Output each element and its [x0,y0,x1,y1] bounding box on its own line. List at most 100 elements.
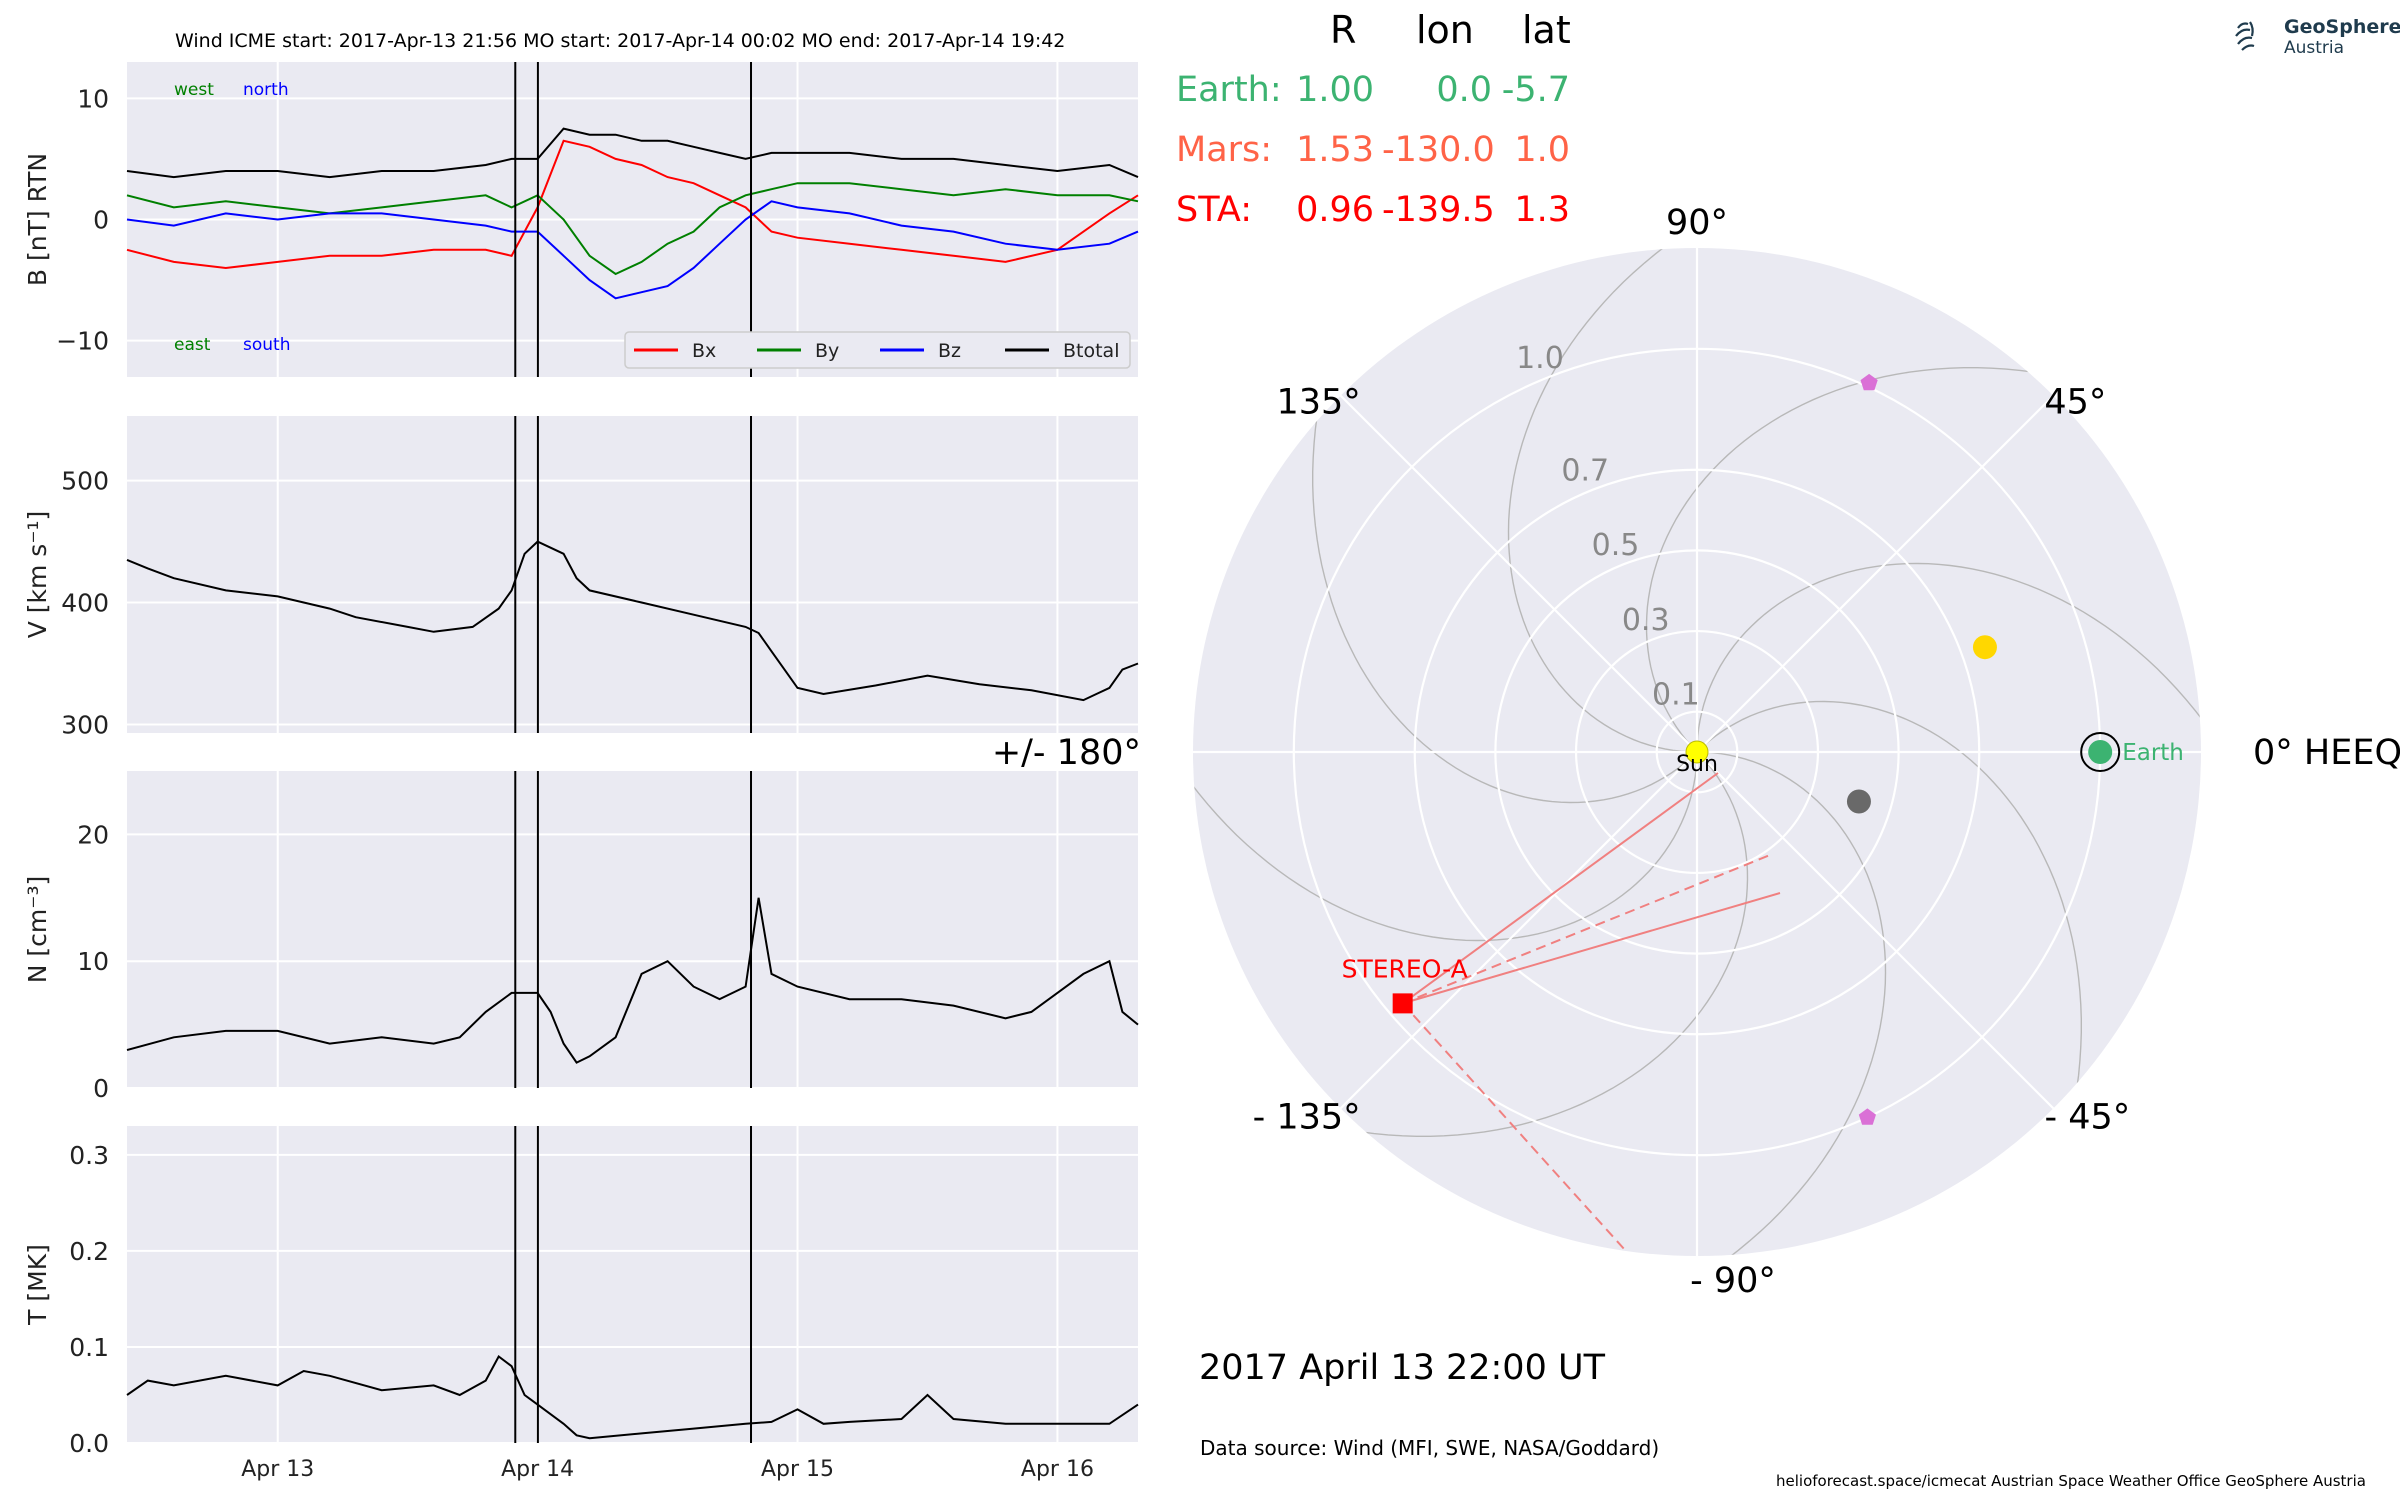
xtick-label: Apr 14 [501,1457,574,1482]
ytick-label: 20 [77,820,109,849]
geosphere-logo-svg [2235,21,2255,51]
ytick-label: 300 [61,710,109,739]
angle-label: 45° [2044,383,2106,423]
table-header-lon: lon [1416,8,1474,52]
psp-marker [1972,635,1997,660]
ytick-label: 0.3 [69,1141,109,1170]
annotation-west: west [174,80,214,100]
table-lat-1: 1.0 [1514,130,1570,170]
angular-gridline [1339,394,1698,753]
angle-label: - 90° [1690,1261,1776,1301]
legend-box [624,331,1131,369]
table-header-lat: lat [1522,8,1571,52]
panel-magnetic-field: 10 0 −10 B [nT] RTN [23,62,1139,377]
polar-plot: 0.1 0.3 0.5 0.7 1.0 0° HEEQ 45° 90° 135° +/- 180°… [992,203,2400,1301]
bepi-marker [1860,373,1878,391]
panel-density: 20 10 0 N [cm⁻³] [23,771,1139,1103]
ytick-label: 0 [93,206,109,235]
table-lat-0: -5.7 [1501,70,1570,110]
radial-tick-label: 1.0 [1516,341,1564,376]
ytick-label: 500 [61,467,109,496]
legend-label-btotal: Btotal [1063,340,1119,362]
table-name-1: Mars: [1176,130,1273,170]
angular-gridline [1339,751,1698,1110]
parker-spiral [1344,751,1749,1138]
parker-spiral [1696,700,2083,1105]
series-line-speed [126,540,1139,702]
ytick-label: 10 [77,84,109,113]
annotation-south: south [243,335,290,355]
credits: helioforecast.space/icmecat Austrian Spa… [1776,1472,2366,1490]
ytick-label: 0 [93,1074,109,1103]
data-source: Data source: Wind (MFI, SWE, NASA/Goddar… [1200,1436,1660,1460]
series-line-density [126,897,1139,1064]
fov-line-dashed [1401,1002,1626,1251]
radial-tick-label: 0.5 [1592,528,1640,563]
table-R-0: 1.00 [1296,70,1374,110]
logo-line2: Austria [2284,38,2345,58]
table-name-2: STA: [1176,190,1252,230]
angle-label: - 45° [2044,1097,2130,1137]
ylabel-speed: V [km s⁻¹] [23,511,52,639]
parker-spiral [1696,751,1887,1256]
angle-label: 0° HEEQ [2253,733,2400,773]
legend-label-bx: Bx [692,340,716,362]
radial-tick-label: 0.1 [1652,678,1700,713]
angular-gridline [1696,394,2055,753]
xtick-label: Apr 13 [241,1457,314,1482]
fov-line [1402,772,1719,1005]
ylabel-magnetic-field: B [nT] RTN [23,153,52,286]
stereo-fov-lines [1401,772,1781,1251]
annotation-east: east [174,335,211,355]
panel-background [127,416,1138,733]
geosphere-logo-icon [2232,14,2276,58]
earth-ring [2080,732,2121,772]
table-lon-0: 0.0 [1436,70,1492,110]
legend-label-by: By [815,340,839,362]
fov-line [1402,892,1781,1005]
series-line-bz [126,200,1139,300]
panel-speed: 500 400 300 V [km s⁻¹] [23,416,1139,739]
radial-tick-label: 0.7 [1561,453,1609,488]
sun-label: Sun [1676,752,1718,777]
angle-label: 135° [1276,383,1360,423]
angular-gridline [1696,751,2055,1110]
panel-background [127,1126,1138,1443]
radial-tick-label: 0.3 [1622,603,1670,638]
fov-line-dashed [1402,854,1771,1005]
ytick-label: −10 [56,327,109,356]
parker-spiral [1311,399,1698,804]
bepi-marker [1858,1108,1876,1125]
table-lon-2: -139.5 [1382,190,1495,230]
parker-spiral [1645,367,2050,753]
table-R-1: 1.53 [1296,130,1374,170]
parker-spiral [1193,751,1698,942]
table-lon-1: -130.0 [1382,130,1495,170]
table-name-0: Earth: [1176,70,1282,110]
xtick-label: Apr 15 [761,1457,834,1482]
series-line-btotal [126,127,1139,179]
angle-label: - 135° [1253,1097,1361,1137]
parker-spirals [1193,248,2201,1256]
annotation-north: north [243,80,289,100]
ytick-label: 400 [61,589,109,618]
stereo-a-label: STEREO-A [1342,954,1468,983]
date-label: 2017 April 13 22:00 UT [1199,1348,1605,1388]
ytick-label: 0.1 [69,1333,109,1362]
ylabel-density: N [cm⁻³] [23,876,52,983]
panel-temperature: 0.3 0.2 0.1 0.0 T [MK] [23,1126,1139,1458]
parker-spiral [1507,248,1698,753]
series-line-bx [126,139,1139,270]
xtick-label: Apr 16 [1021,1457,1094,1482]
ytick-label: 0.2 [69,1237,109,1266]
ylabel-temperature: T [MK] [23,1244,52,1326]
angle-label: 90° [1666,203,1728,243]
legend-label-bz: Bz [938,340,961,362]
table-header-r: R [1330,8,1357,52]
earth-label: Earth [2122,740,2184,766]
series-line-temperature [126,1355,1139,1440]
solo-marker [1846,789,1871,814]
sun-marker [1685,740,1709,764]
